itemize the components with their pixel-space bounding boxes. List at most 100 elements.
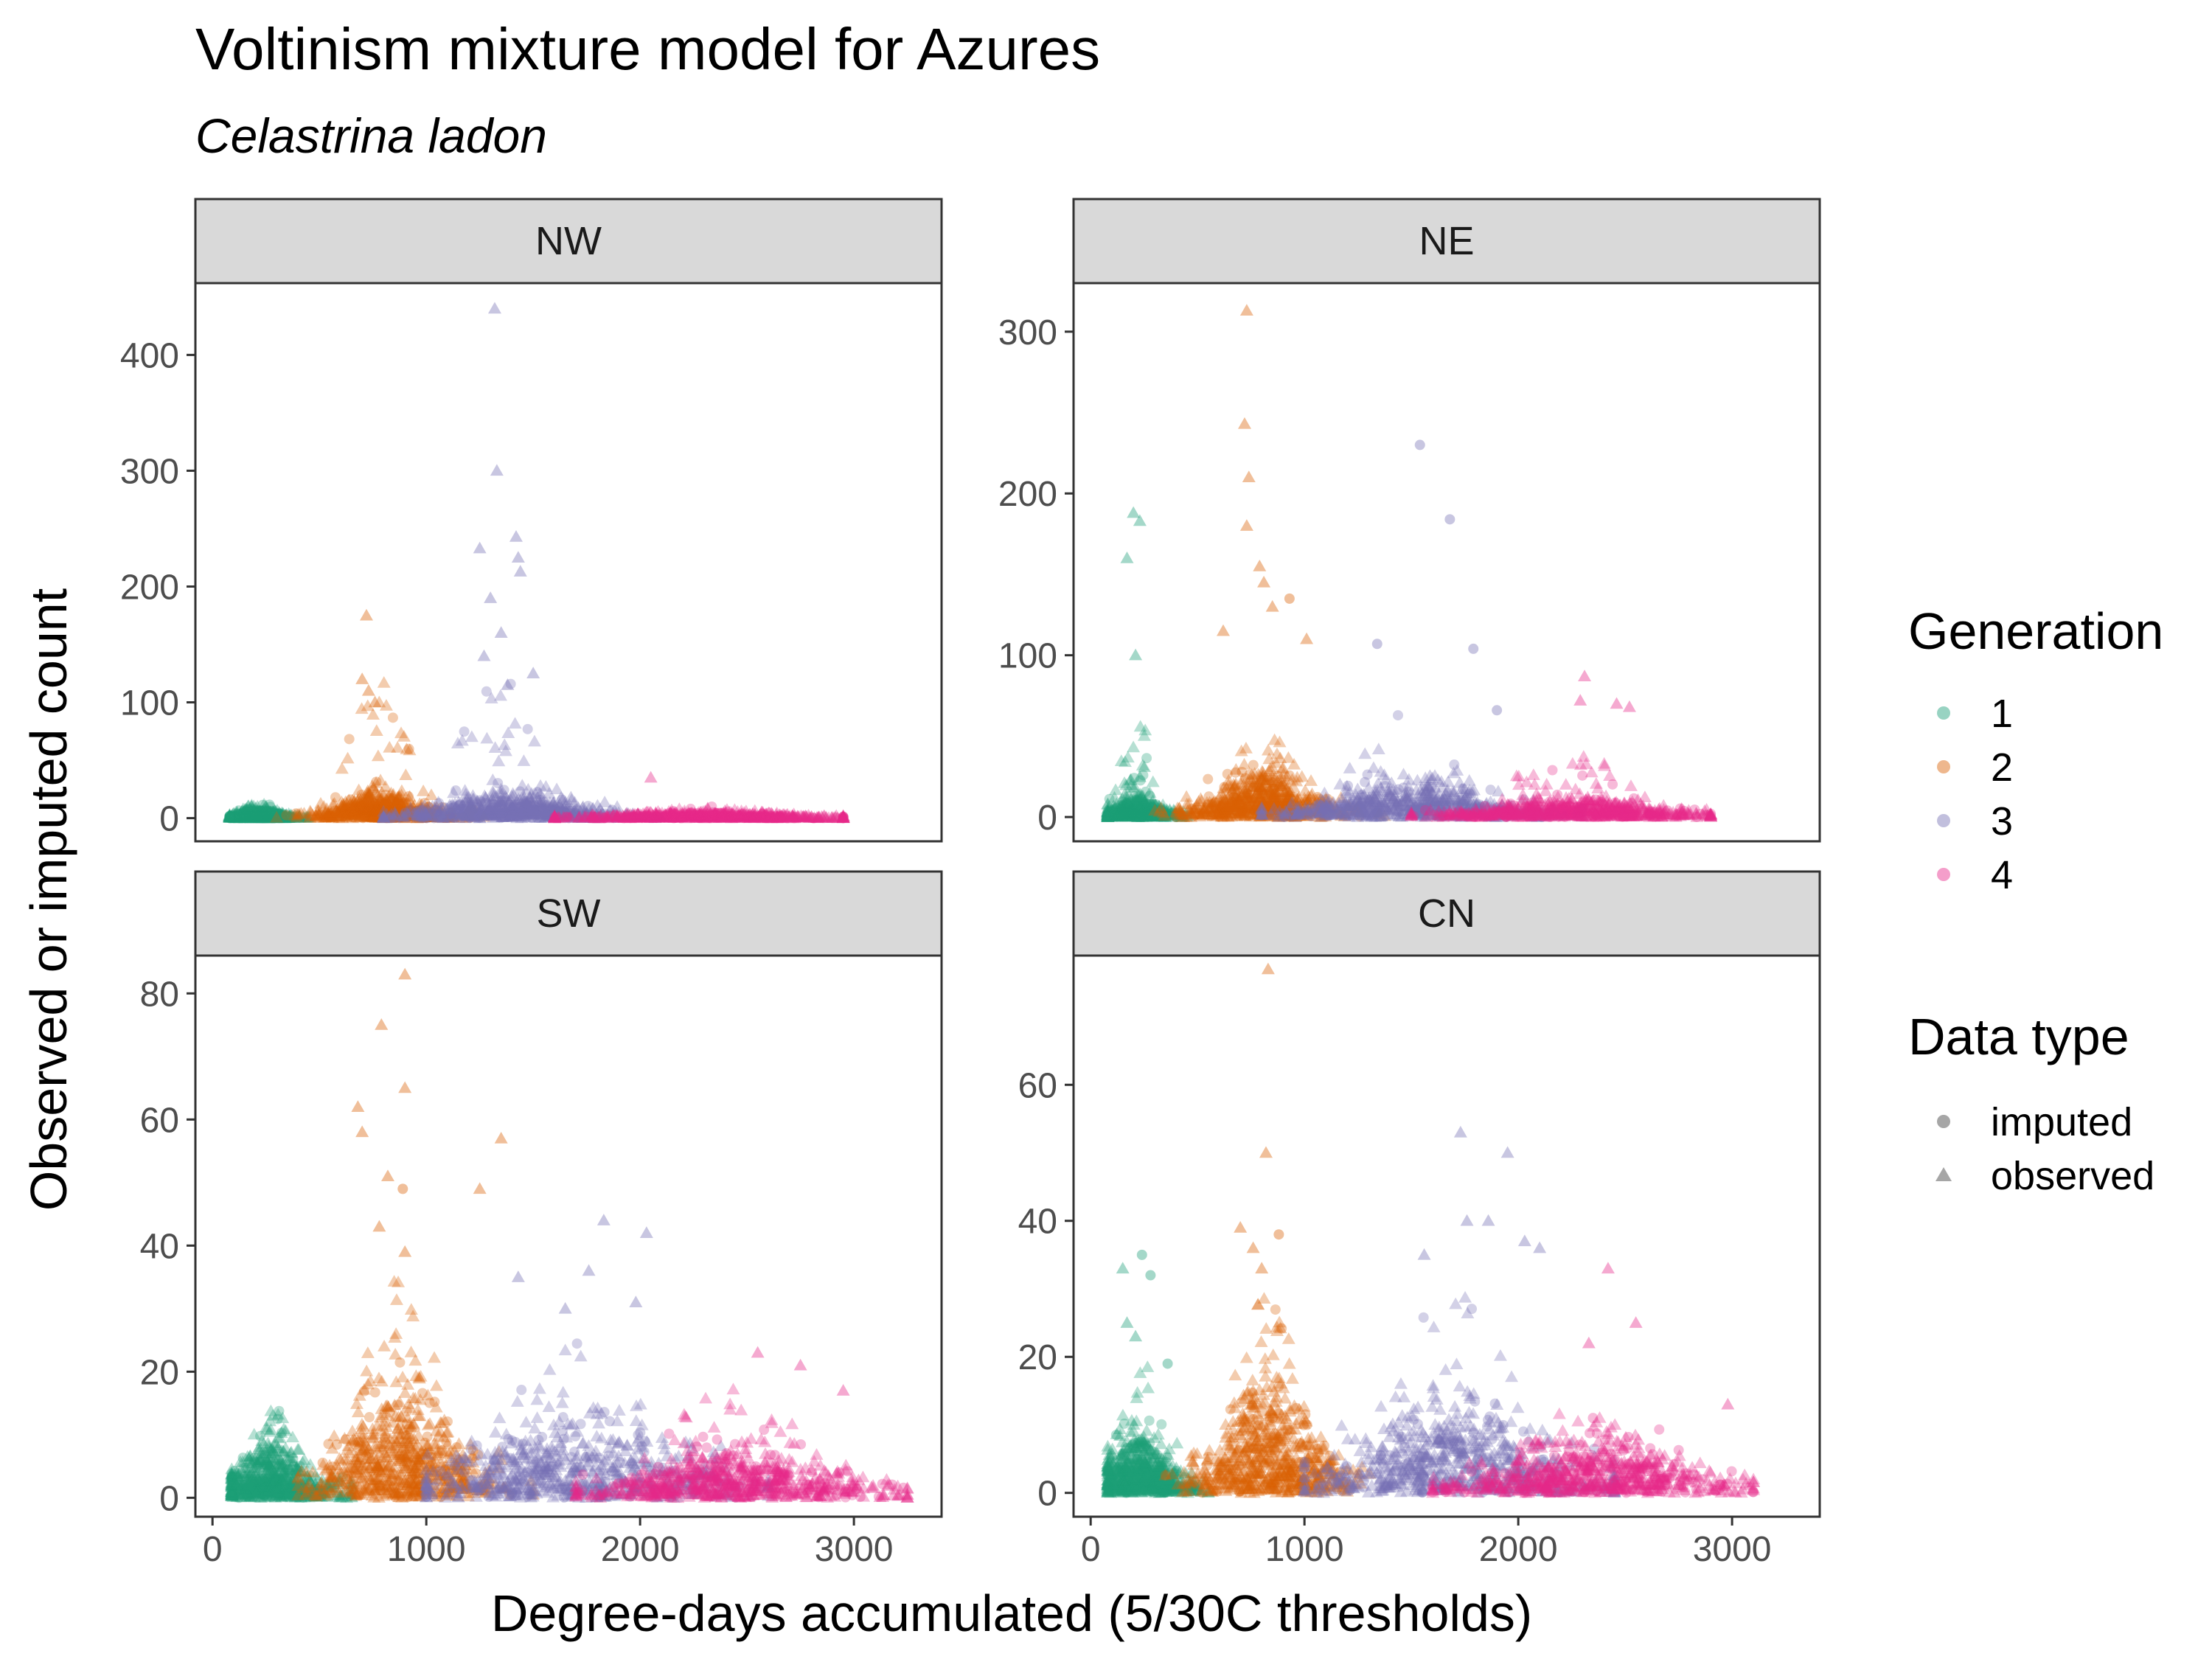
point-observed-gen4 [725,807,739,819]
point-observed-gen1 [1101,810,1115,822]
point-imputed-gen2 [1189,810,1200,821]
point-observed-gen1 [1153,807,1167,819]
point-observed-gen1 [292,810,306,822]
point-observed-gen2 [1276,797,1290,809]
point-observed-gen1 [1172,809,1186,821]
point-observed-gen2 [378,796,392,808]
point-observed-gen2 [397,808,411,821]
point-observed-gen1 [257,806,271,818]
point-observed-gen3 [479,791,493,804]
point-imputed-gen1 [1133,802,1144,813]
point-observed-gen2 [1154,801,1168,813]
point-imputed-gen3 [571,804,582,815]
point-observed-gen3 [435,810,449,823]
point-imputed-gen3 [490,806,501,817]
point-observed-gen2 [1262,796,1276,808]
point-observed-gen3 [411,810,425,823]
point-observed-gen2 [1239,785,1253,798]
point-observed-gen4 [743,809,757,821]
point-imputed-gen1 [1102,810,1113,821]
point-imputed-gen4 [709,810,720,821]
point-imputed-gen4 [695,811,706,822]
point-imputed-gen1 [234,811,245,822]
point-observed-gen1 [1134,803,1148,815]
point-observed-gen4 [773,811,787,823]
point-observed-gen3 [458,809,472,821]
point-observed-gen1 [275,806,289,818]
point-imputed-gen1 [275,810,286,821]
point-observed-gen3 [488,801,502,814]
point-imputed-gen2 [433,806,444,817]
point-observed-gen2 [1241,790,1255,802]
point-observed-gen2 [406,810,420,822]
point-observed-gen1 [1133,720,1147,732]
point-imputed-gen1 [1102,809,1113,820]
point-observed-gen1 [238,810,252,823]
point-observed-gen1 [278,810,292,822]
point-observed-gen2 [459,811,473,823]
point-observed-gen1 [1124,773,1138,785]
point-imputed-gen3 [453,800,464,811]
point-observed-gen1 [242,806,256,818]
point-imputed-gen2 [1268,797,1279,808]
point-observed-gen2 [372,807,386,819]
point-observed-gen1 [1137,801,1151,814]
point-observed-gen2 [414,798,428,810]
point-observed-gen3 [428,803,442,815]
point-observed-gen1 [1127,806,1141,818]
point-observed-gen2 [389,811,403,823]
point-observed-gen2 [384,805,398,818]
point-observed-gen4 [743,807,757,820]
point-observed-gen3 [449,801,463,813]
point-observed-gen2 [1326,796,1340,808]
point-observed-gen4 [642,810,656,822]
point-observed-gen1 [1138,801,1152,813]
point-observed-gen1 [1128,801,1142,814]
point-observed-gen2 [1286,807,1300,820]
point-observed-gen3 [488,741,502,753]
point-imputed-gen4 [650,812,661,823]
point-observed-gen3 [490,806,504,818]
point-observed-gen2 [397,730,411,742]
point-observed-gen3 [514,802,528,815]
point-imputed-gen4 [838,811,849,822]
point-imputed-gen1 [1128,803,1139,814]
point-observed-gen2 [325,811,339,824]
point-observed-gen4 [782,810,796,823]
point-imputed-gen3 [465,799,476,810]
point-imputed-gen1 [1110,810,1121,821]
point-observed-gen1 [284,811,298,823]
point-observed-gen2 [374,773,388,786]
point-observed-gen4 [637,810,651,822]
point-observed-gen4 [632,808,646,821]
point-imputed-gen2 [359,801,370,813]
point-observed-gen2 [1271,810,1285,822]
point-imputed-gen1 [1102,811,1113,822]
point-observed-gen1 [1133,803,1147,815]
point-observed-gen2 [1289,810,1303,822]
point-observed-gen2 [358,796,372,807]
point-observed-gen1 [260,806,274,818]
point-observed-gen1 [254,810,268,821]
point-observed-gen1 [1101,810,1115,822]
point-observed-gen2 [326,810,340,823]
point-observed-gen2 [342,793,356,805]
point-observed-gen1 [1152,799,1166,812]
point-observed-gen2 [321,808,335,821]
point-observed-gen1 [257,807,271,820]
point-observed-gen2 [1301,790,1315,802]
point-imputed-gen4 [712,812,723,823]
point-observed-gen4 [616,809,630,821]
point-observed-gen1 [1127,801,1141,813]
point-observed-gen2 [1279,783,1293,796]
point-imputed-gen1 [267,807,278,818]
point-observed-gen1 [233,807,247,819]
point-observed-gen1 [1130,809,1144,821]
point-observed-gen3 [462,801,476,813]
point-imputed-gen3 [475,795,486,806]
point-observed-gen3 [495,796,509,808]
point-observed-gen4 [636,807,650,819]
point-imputed-gen2 [1289,810,1300,821]
point-observed-gen3 [489,805,503,818]
point-observed-gen1 [1139,809,1153,821]
